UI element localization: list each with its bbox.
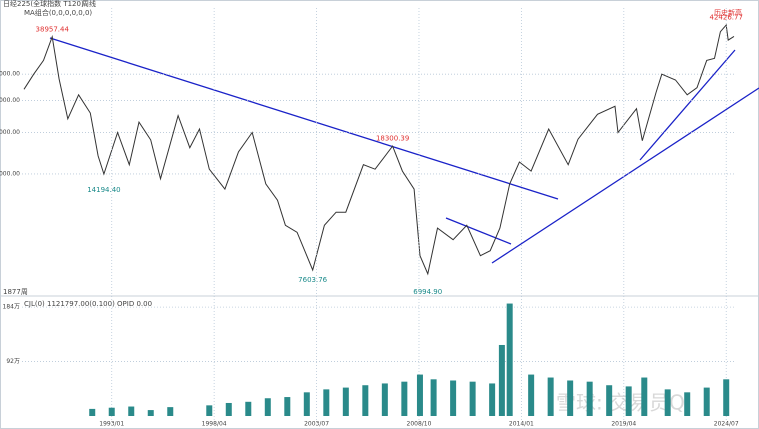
trend-lines: [49, 37, 759, 264]
volume-bar: [225, 402, 232, 416]
volume-bar: [625, 386, 632, 416]
x-tick-label: 2008/10: [407, 421, 432, 428]
volume-bar: [723, 379, 730, 416]
x-tick-label: 2014/01: [509, 421, 534, 428]
volume-bar: [641, 377, 648, 416]
annotation: 14194.40: [87, 186, 120, 194]
y-tick-label: 20000.00: [0, 129, 20, 136]
y-tick-label: 92万: [6, 358, 20, 365]
volume-bar: [528, 374, 535, 416]
toolbar-title[interactable]: 日经225(全球指数 T120): [3, 0, 84, 8]
volume-bar: [342, 387, 349, 416]
volume-bar: [167, 407, 174, 416]
volume-bar: [664, 389, 671, 416]
watermark: 雪球: 交易员Q: [556, 391, 685, 415]
volume-bar: [469, 381, 476, 416]
x-tick-label: 2024/07: [714, 421, 739, 428]
volume-bar: [506, 303, 513, 416]
annotation: 7603.76: [298, 276, 327, 284]
volume-bar: [703, 387, 710, 416]
volume-bar: [381, 383, 388, 416]
y-tick-label: 15000.00: [0, 170, 20, 177]
volume-bar: [323, 389, 330, 416]
toolbar-period[interactable]: 周线: [82, 0, 96, 8]
trend-line: [49, 37, 559, 200]
volume-bar: [284, 397, 291, 416]
y-tick-label: 184万: [3, 304, 20, 311]
volume-bar: [264, 398, 271, 416]
volume-legend: CJL(0) 1121797.00(0.100) OPID 0.00: [24, 300, 152, 308]
x-tick-label: 1993/01: [99, 421, 124, 428]
volume-bar: [245, 401, 252, 416]
volume-bar: [416, 374, 423, 416]
trend-line: [445, 217, 512, 245]
volume-bar: [108, 407, 115, 416]
annotation: 38957.44: [36, 26, 70, 34]
volume-bar: [303, 392, 310, 416]
y-tick-label: 30000.00: [0, 71, 20, 78]
volume-bar: [147, 410, 154, 416]
x-tick-label: 2019/04: [611, 421, 636, 428]
note: 历史新高: [714, 8, 742, 17]
volume-bar: [489, 383, 496, 416]
corner-label: 1877周: [3, 288, 28, 296]
y-tick-label: 25000.00: [0, 97, 20, 104]
volume-bar: [450, 380, 457, 416]
volume-bar: [401, 381, 408, 416]
volume-bar: [586, 381, 593, 416]
volume-bar: [362, 385, 369, 416]
x-tick-label: 2003/07: [304, 421, 329, 428]
annotation: 18300.39: [376, 134, 409, 142]
volume-bar: [684, 392, 691, 416]
volume-bar: [206, 405, 213, 416]
volume-bar: [430, 379, 437, 416]
x-tick-label: 1998/04: [202, 421, 227, 428]
indicator-label: MA组合(0,0,0,0,0,0): [24, 8, 92, 17]
trend-line: [491, 87, 759, 264]
volume-bar: [89, 408, 96, 416]
trend-line: [639, 49, 736, 161]
volume-bar: [128, 406, 135, 416]
annotation: 6994.90: [413, 288, 442, 296]
volume-bar: [567, 380, 574, 416]
price-line: [23, 23, 735, 276]
volume-bar: [606, 385, 613, 416]
volume-bar: [547, 377, 554, 416]
volume-bar: [498, 344, 505, 416]
